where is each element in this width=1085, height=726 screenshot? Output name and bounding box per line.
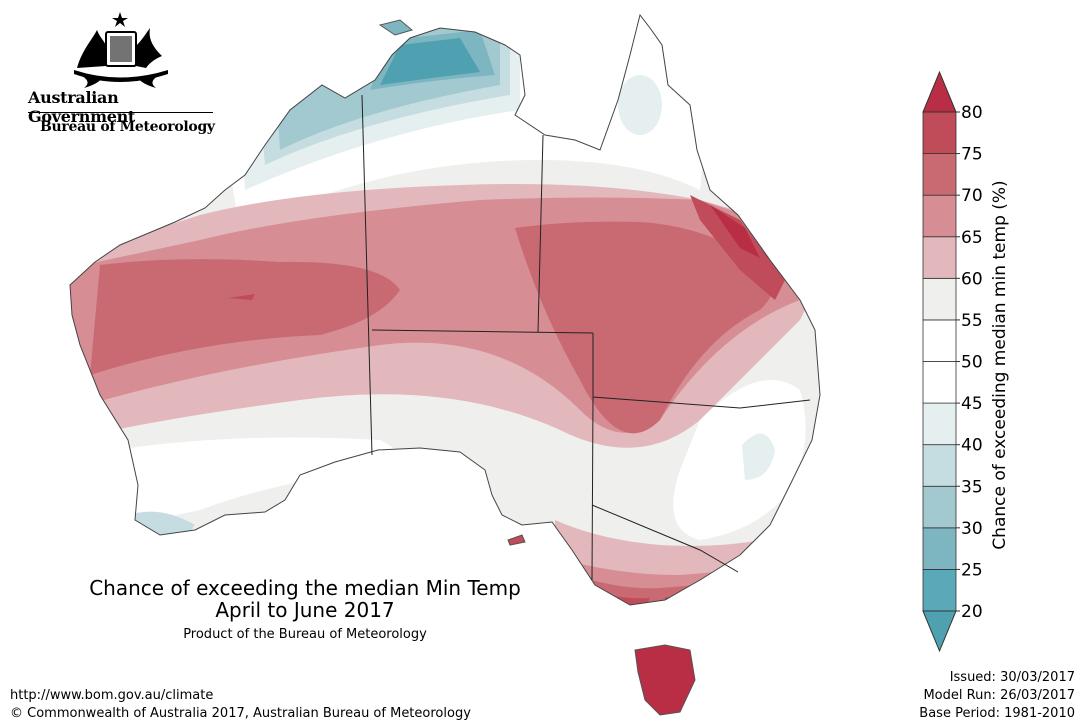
map-area-45-50-se — [742, 433, 775, 480]
map-area-50-55-sw — [70, 437, 400, 540]
base-period: Base Period: 1981-2010 — [919, 706, 1075, 721]
map-title: Chance of exceeding the median Min Temp — [89, 576, 521, 600]
copyright-text: © Commonwealth of Australia 2017, Austra… — [10, 706, 471, 721]
map-area-cape-york-inner — [618, 75, 662, 135]
legend-swatch-55-60 — [922, 277, 957, 321]
legend-tick-label: 35 — [961, 477, 983, 497]
coat-of-arms-logo — [74, 12, 168, 88]
australia-outlook-map — [69, 13, 821, 716]
legend-swatch-70-75 — [922, 153, 957, 196]
border-nsw-vic — [591, 504, 739, 573]
legend-swatch-25-30 — [922, 527, 957, 570]
border-sa — [591, 396, 594, 581]
map-area-70-75-west — [90, 259, 400, 375]
legend-tick-label: 30 — [961, 519, 983, 539]
map-product-note: Product of the Bureau of Meteorology — [183, 627, 427, 642]
map-area-75-west-spot — [228, 294, 255, 300]
border-wa — [361, 94, 373, 456]
bureau-name: Bureau of Meteorology — [40, 119, 215, 135]
map-area-50-55-se — [673, 380, 806, 540]
border-qld-nsw — [592, 333, 811, 409]
legend-swatch-50-55 — [922, 319, 957, 362]
map-area-80-coast — [710, 205, 760, 258]
legend-swatch-65-70 — [922, 194, 957, 238]
color-legend: 20 25 30 35 40 45 50 55 60 65 70 75 80 — [922, 70, 983, 653]
legend-swatch-20-25 — [922, 569, 957, 612]
map-area-tasmania — [634, 644, 696, 716]
legend-swatch-40-45 — [922, 402, 957, 446]
map-area-20-25 — [380, 38, 480, 85]
legend-swatch-60-65 — [922, 236, 957, 279]
legend-tick-label: 50 — [961, 353, 983, 373]
coastline — [69, 13, 821, 606]
legend-tick-label: 70 — [961, 186, 983, 206]
legend-tick-label: 45 — [961, 394, 983, 414]
issued-date: Issued: 30/03/2017 — [949, 670, 1075, 685]
map-period: April to June 2017 — [215, 598, 395, 622]
legend-tick-label: 75 — [961, 145, 983, 165]
legend-over-arrow — [922, 70, 957, 113]
legend-tick-label: 40 — [961, 436, 983, 456]
border-nt-sa — [371, 329, 594, 334]
model-run-date: Model Run: 26/03/2017 — [923, 688, 1075, 703]
legend-swatch-45-50 — [922, 361, 957, 404]
climate-url-link[interactable]: http://www.bom.gov.au/climate — [10, 688, 214, 703]
map-area-tiwi-islands — [378, 19, 414, 36]
legend-tick-label: 65 — [961, 228, 983, 248]
map-area-75-80-coast — [690, 195, 785, 300]
legend-tick-label: 55 — [961, 311, 983, 331]
logo-divider — [28, 112, 213, 113]
legend-swatch-30-35 — [922, 485, 957, 529]
legend-tick-label: 80 — [961, 103, 983, 123]
legend-tick-label: 60 — [961, 269, 983, 289]
legend-tick-label: 25 — [961, 560, 983, 580]
legend-tick-label: 20 — [961, 602, 983, 622]
legend-under-arrow — [922, 610, 957, 653]
state-borders — [361, 94, 811, 581]
government-name: Australian Government — [28, 88, 136, 126]
map-area-kangaroo-island — [507, 534, 526, 546]
legend-swatch-75-80 — [922, 111, 957, 154]
border-nt-qld — [537, 134, 544, 333]
legend-title: Chance of exceeding median min temp (%) — [990, 180, 1010, 550]
map-area-70-75-east — [515, 221, 775, 434]
legend-swatch-35-40 — [922, 444, 957, 487]
map-area-80-victoria — [665, 591, 730, 605]
